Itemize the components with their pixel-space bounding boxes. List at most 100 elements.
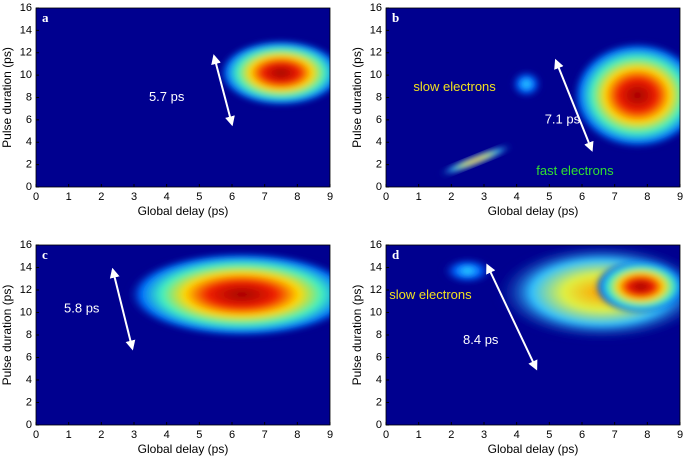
x-tick-label: 9: [327, 191, 333, 203]
y-tick-label: 6: [376, 114, 382, 126]
y-tick-label: 2: [376, 159, 382, 171]
annotation: 7.1 ps: [545, 111, 581, 126]
y-axis-label: Pulse duration (ps): [0, 285, 14, 386]
annotation: 5.8 ps: [64, 301, 100, 316]
y-axis-label: Pulse duration (ps): [0, 47, 14, 148]
x-tick-label: 0: [33, 191, 39, 203]
x-axis-label: Global delay (ps): [488, 204, 579, 218]
intensity-region: [218, 39, 330, 107]
x-tick-label: 4: [164, 191, 170, 203]
y-tick-label: 8: [26, 329, 32, 341]
heatmap: [441, 245, 680, 342]
y-tick-label: 10: [370, 69, 382, 81]
x-tick-label: 1: [416, 429, 422, 441]
panel-label: d: [392, 247, 400, 262]
heatmap: [127, 251, 330, 338]
y-tick-label: 16: [370, 2, 382, 14]
y-tick-label: 4: [26, 374, 32, 386]
y-tick-label: 8: [26, 91, 32, 103]
y-tick-label: 6: [26, 351, 32, 363]
arrow: [554, 58, 594, 152]
intensity-region: [595, 259, 680, 314]
x-tick-label: 7: [262, 429, 268, 441]
panel-label: a: [42, 10, 49, 25]
x-tick-label: 1: [66, 429, 72, 441]
x-tick-label: 4: [514, 191, 520, 203]
y-tick-label: 8: [376, 91, 382, 103]
y-tick-label: 0: [26, 419, 32, 431]
y-tick-label: 8: [376, 329, 382, 341]
y-axis-label: Pulse duration (ps): [350, 47, 364, 148]
heatmap: [437, 41, 680, 177]
annotation: slow electrons: [389, 287, 472, 302]
annotation: slow electrons: [413, 79, 496, 94]
x-tick-label: 8: [644, 429, 650, 441]
y-tick-label: 12: [370, 284, 382, 296]
x-tick-label: 9: [677, 429, 683, 441]
y-tick-label: 10: [20, 306, 32, 318]
y-tick-label: 16: [20, 239, 32, 251]
x-tick-label: 0: [383, 429, 389, 441]
y-tick-label: 6: [26, 114, 32, 126]
intensity-region: [127, 251, 330, 338]
x-tick-label: 3: [131, 429, 137, 441]
y-tick-label: 12: [370, 47, 382, 59]
y-tick-label: 10: [370, 306, 382, 318]
x-tick-label: 5: [546, 429, 552, 441]
x-tick-label: 5: [546, 191, 552, 203]
x-tick-label: 1: [66, 191, 72, 203]
y-tick-label: 12: [20, 47, 32, 59]
x-tick-label: 2: [448, 191, 454, 203]
x-tick-label: 5: [196, 429, 202, 441]
y-tick-label: 14: [370, 24, 382, 36]
y-axis-label: Pulse duration (ps): [350, 285, 364, 386]
y-tick-label: 16: [20, 2, 32, 14]
arrow: [109, 267, 136, 351]
x-tick-label: 9: [677, 191, 683, 203]
y-tick-label: 10: [20, 69, 32, 81]
y-tick-label: 4: [376, 374, 382, 386]
y-tick-label: 12: [20, 284, 32, 296]
annotation: fast electrons: [536, 163, 614, 178]
y-tick-label: 14: [20, 261, 32, 273]
x-tick-label: 9: [327, 429, 333, 441]
x-tick-label: 6: [579, 191, 585, 203]
x-tick-label: 4: [514, 429, 520, 441]
panel-label: c: [42, 247, 48, 262]
x-tick-label: 7: [612, 429, 618, 441]
heatmap: [218, 39, 330, 107]
y-tick-label: 0: [376, 181, 382, 193]
x-axis-label: Global delay (ps): [488, 442, 579, 456]
intensity-region: [437, 144, 514, 177]
arrow: [486, 263, 538, 371]
y-tick-label: 16: [370, 239, 382, 251]
x-tick-label: 3: [131, 191, 137, 203]
annotation: 5.7 ps: [149, 89, 185, 104]
annotation: 8.4 ps: [463, 332, 499, 347]
x-tick-label: 3: [481, 429, 487, 441]
y-tick-label: 4: [376, 136, 382, 148]
x-tick-label: 8: [294, 191, 300, 203]
intensity-region: [441, 257, 494, 285]
y-tick-label: 4: [26, 136, 32, 148]
x-tick-label: 6: [229, 429, 235, 441]
y-tick-label: 0: [26, 181, 32, 193]
y-tick-label: 2: [376, 396, 382, 408]
x-tick-label: 6: [229, 191, 235, 203]
x-tick-label: 1: [416, 191, 422, 203]
x-tick-label: 2: [448, 429, 454, 441]
x-tick-label: 0: [383, 191, 389, 203]
x-tick-label: 7: [612, 191, 618, 203]
x-tick-label: 8: [294, 429, 300, 441]
x-axis-label: Global delay (ps): [138, 442, 229, 456]
x-tick-label: 7: [262, 191, 268, 203]
x-axis-label: Global delay (ps): [138, 204, 229, 218]
arrow: [211, 54, 235, 127]
intensity-region: [510, 69, 543, 99]
x-tick-label: 5: [196, 191, 202, 203]
